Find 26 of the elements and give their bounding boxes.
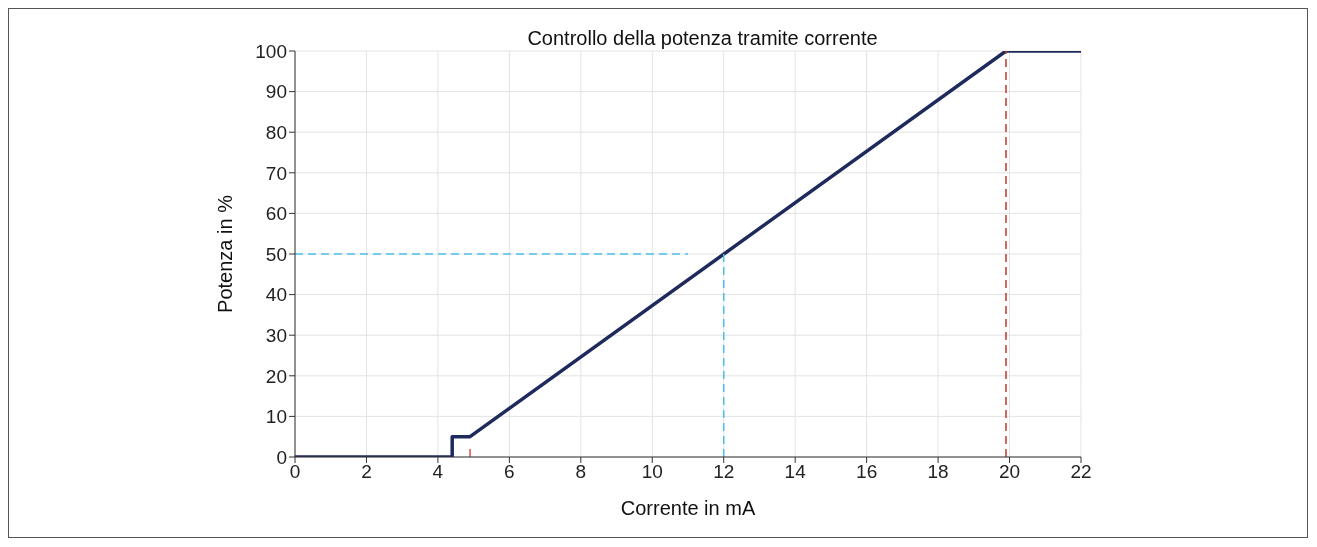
- x-tick-label: 16: [856, 461, 878, 483]
- y-tick-label: 80: [265, 121, 287, 143]
- x-tick-label: 8: [575, 461, 587, 483]
- y-tick-label: 20: [265, 365, 287, 387]
- x-tick-label: 0: [289, 461, 301, 483]
- x-tick-label: 10: [641, 461, 663, 483]
- y-axis-title: Potenza in %: [214, 194, 237, 313]
- x-tick-label: 14: [784, 461, 807, 483]
- y-tick-label: 60: [265, 203, 287, 225]
- x-axis-title: Corrente in mA: [620, 497, 756, 519]
- chart-title: Controllo della potenza tramite corrente: [526, 27, 879, 50]
- x-tick-label: 22: [1070, 461, 1092, 483]
- y-tick-label: 0: [276, 446, 287, 468]
- x-tick-label: 6: [504, 461, 515, 483]
- y-tick-label: 30: [265, 324, 287, 346]
- x-tick-label: 2: [361, 461, 372, 483]
- y-tick-label: 100: [255, 40, 287, 62]
- y-tick-label: 90: [265, 81, 287, 103]
- y-tick-label: 50: [265, 243, 287, 265]
- y-tick-label: 10: [265, 406, 287, 428]
- y-tick-label: 40: [265, 284, 287, 306]
- x-tick-label: 4: [432, 461, 444, 483]
- x-tick-label: 12: [713, 461, 735, 483]
- x-tick-label: 18: [927, 461, 949, 483]
- y-tick-label: 70: [265, 162, 287, 184]
- x-tick-label: 20: [998, 461, 1021, 483]
